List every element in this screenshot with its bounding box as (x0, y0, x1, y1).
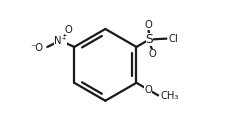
Text: S: S (145, 33, 153, 46)
Text: O: O (144, 85, 152, 95)
Text: Cl: Cl (168, 34, 178, 44)
Text: O: O (65, 25, 72, 35)
Text: N⁺: N⁺ (54, 36, 67, 46)
Text: O: O (148, 49, 155, 59)
Text: CH₃: CH₃ (160, 91, 178, 101)
Text: O: O (144, 20, 151, 30)
Text: ⁻O: ⁻O (30, 43, 43, 53)
